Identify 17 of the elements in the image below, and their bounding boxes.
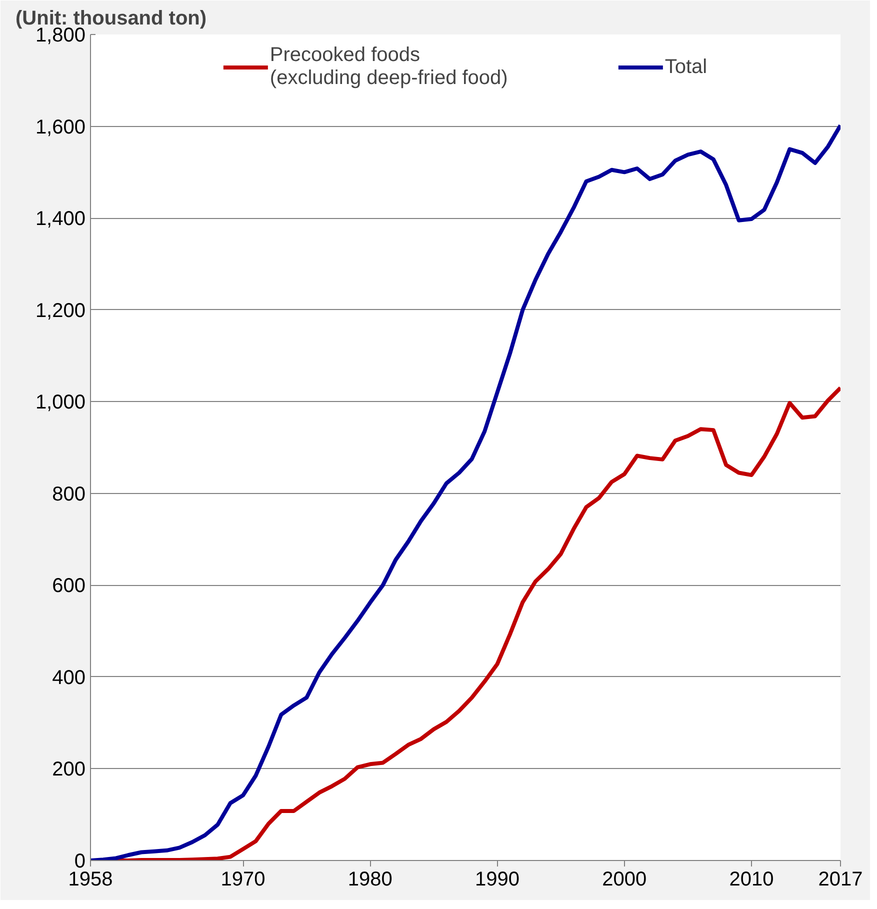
x-tick-label: 2010 (729, 868, 774, 890)
legend-label: Total (664, 56, 708, 78)
y-tick-label: 200 (52, 758, 86, 781)
y-tick-label: 1,000 (35, 392, 86, 414)
y-tick-label: 1,200 (35, 300, 86, 322)
x-tick-label: 1970 (220, 868, 266, 890)
y-tick-label: 800 (52, 483, 86, 506)
y-tick-label: 1,800 (35, 24, 86, 46)
x-tick-label: 2000 (602, 868, 647, 890)
y-tick-label: 1,400 (35, 208, 86, 230)
x-tick-label: 2017 (818, 868, 863, 890)
legend-label: Precooked foods (excluding deep-fried food) (270, 44, 508, 90)
x-tick-label: 1980 (348, 868, 392, 890)
x-tick-label: 1990 (475, 868, 520, 890)
y-tick-label: 600 (52, 575, 86, 598)
y-tick-label: 1,600 (35, 116, 86, 138)
y-tick-label: 400 (52, 666, 86, 689)
